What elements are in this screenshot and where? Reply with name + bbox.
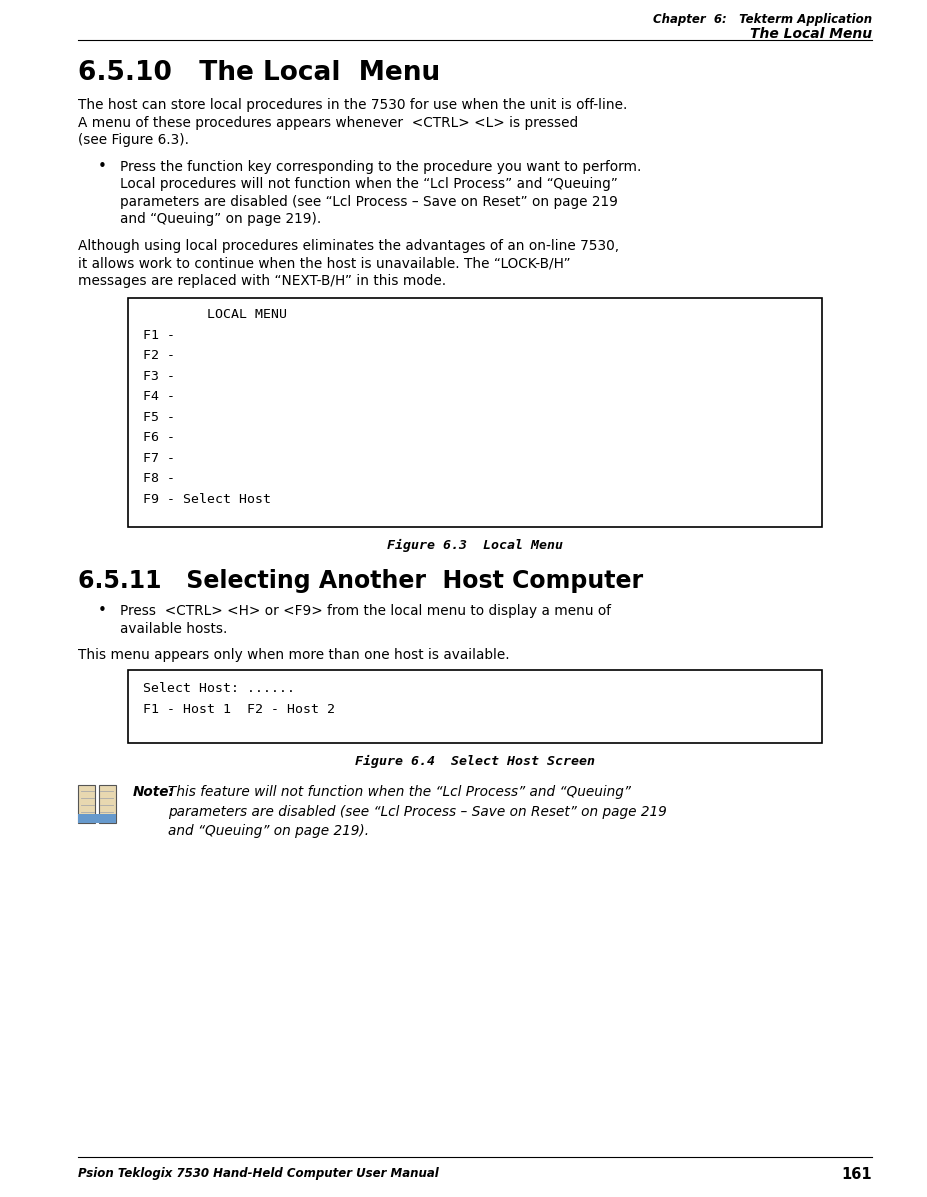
Text: F1 - Host 1  F2 - Host 2: F1 - Host 1 F2 - Host 2 [143, 703, 335, 716]
Text: Chapter  6:   Tekterm Application: Chapter 6: Tekterm Application [653, 13, 872, 26]
Text: LOCAL MENU: LOCAL MENU [143, 308, 287, 321]
Text: •: • [98, 158, 107, 174]
Text: F5 -: F5 - [143, 411, 175, 424]
Text: Although using local procedures eliminates the advantages of an on-line 7530,: Although using local procedures eliminat… [78, 238, 619, 253]
Text: and “Queuing” on page 219).: and “Queuing” on page 219). [168, 825, 369, 838]
Text: •: • [98, 603, 107, 618]
Text: Psion Teklogix 7530 Hand-Held Computer User Manual: Psion Teklogix 7530 Hand-Held Computer U… [78, 1167, 438, 1180]
Text: The Local Menu: The Local Menu [750, 28, 872, 41]
Text: F4 -: F4 - [143, 390, 175, 403]
FancyBboxPatch shape [78, 814, 116, 824]
Text: it allows work to continue when the host is unavailable. The “LOCK-B/H”: it allows work to continue when the host… [78, 256, 571, 271]
Text: 6.5.10   The Local  Menu: 6.5.10 The Local Menu [78, 60, 440, 86]
Text: parameters are disabled (see “Lcl Process – Save on Reset” on page 219: parameters are disabled (see “Lcl Proces… [120, 194, 618, 208]
Text: This menu appears only when more than one host is available.: This menu appears only when more than on… [78, 649, 510, 662]
Text: F3 -: F3 - [143, 370, 175, 383]
Text: messages are replaced with “NEXT-B/H” in this mode.: messages are replaced with “NEXT-B/H” in… [78, 273, 446, 287]
Bar [128, 670, 822, 743]
Text: Local procedures will not function when the “Lcl Process” and “Queuing”: Local procedures will not function when … [120, 177, 618, 192]
Text: 161: 161 [842, 1167, 872, 1181]
Text: F7 -: F7 - [143, 451, 175, 464]
Text: available hosts.: available hosts. [120, 621, 227, 636]
Text: F2 -: F2 - [143, 350, 175, 363]
Text: Figure 6.3  Local Menu: Figure 6.3 Local Menu [387, 539, 563, 552]
Text: (see Figure 6.3).: (see Figure 6.3). [78, 133, 189, 147]
Text: and “Queuing” on page 219).: and “Queuing” on page 219). [120, 212, 322, 226]
Text: A menu of these procedures appears whenever  <CTRL> <L> is pressed: A menu of these procedures appears whene… [78, 115, 578, 129]
Text: Press the function key corresponding to the procedure you want to perform.: Press the function key corresponding to … [120, 159, 641, 174]
Text: F1 -: F1 - [143, 329, 175, 341]
Text: 6.5.11   Selecting Another  Host Computer: 6.5.11 Selecting Another Host Computer [78, 570, 643, 594]
Text: F6 -: F6 - [143, 431, 175, 444]
FancyBboxPatch shape [98, 785, 116, 824]
Text: F9 - Select Host: F9 - Select Host [143, 493, 271, 505]
Text: parameters are disabled (see “Lcl Process – Save on Reset” on page 219: parameters are disabled (see “Lcl Proces… [168, 804, 667, 819]
Text: Press  <CTRL> <H> or <F9> from the local menu to display a menu of: Press <CTRL> <H> or <F9> from the local … [120, 604, 611, 618]
FancyBboxPatch shape [78, 785, 95, 824]
Text: Figure 6.4  Select Host Screen: Figure 6.4 Select Host Screen [355, 755, 595, 768]
Text: The host can store local procedures in the 7530 for use when the unit is off-lin: The host can store local procedures in t… [78, 98, 628, 113]
Text: F8 -: F8 - [143, 472, 175, 485]
Text: This feature will not function when the “Lcl Process” and “Queuing”: This feature will not function when the … [168, 785, 631, 800]
Text: Note:: Note: [133, 785, 175, 800]
Text: Select Host: ......: Select Host: ...... [143, 682, 295, 695]
Bar [128, 298, 822, 527]
